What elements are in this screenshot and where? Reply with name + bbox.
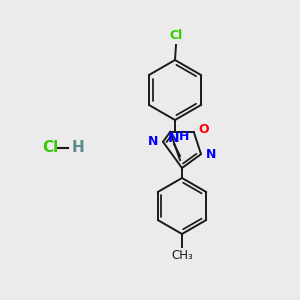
- Text: N: N: [206, 148, 216, 161]
- Text: H: H: [179, 130, 189, 143]
- Text: Cl: Cl: [169, 29, 183, 42]
- Text: N: N: [148, 135, 158, 148]
- Text: H: H: [72, 140, 85, 155]
- Text: CH₃: CH₃: [171, 249, 193, 262]
- Text: O: O: [199, 123, 209, 136]
- Text: N: N: [168, 131, 180, 145]
- Text: Cl: Cl: [42, 140, 58, 155]
